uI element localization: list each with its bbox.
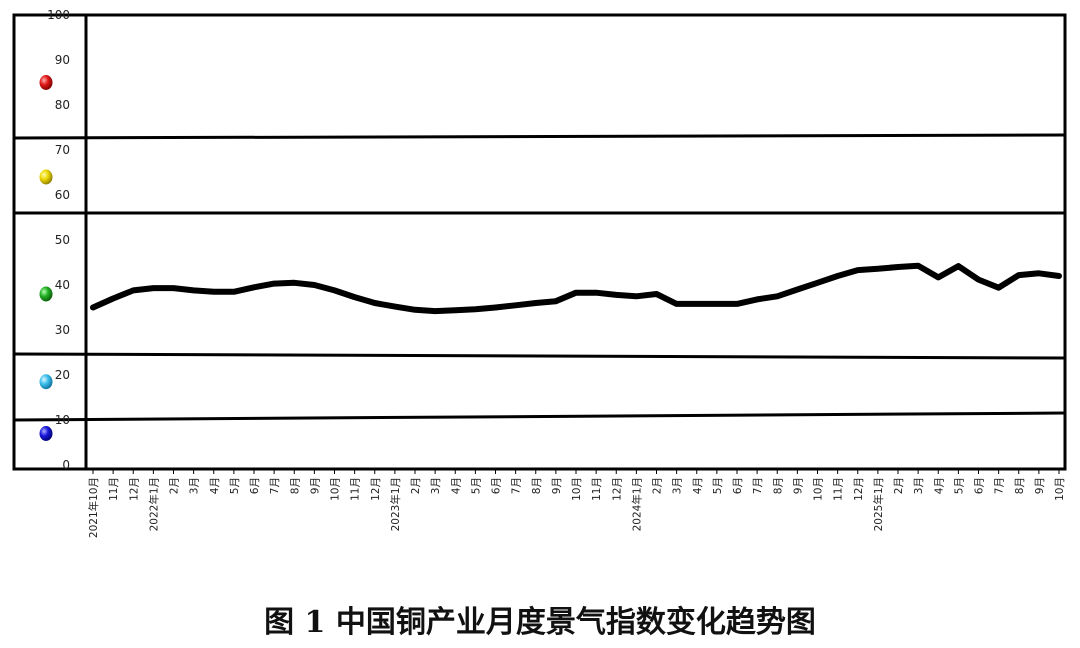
x-tick-label: 4月 <box>692 477 704 494</box>
x-tick-label: 7月 <box>269 477 281 494</box>
x-tick-label: 2月 <box>652 477 664 494</box>
y-tick-label: 60 <box>55 188 70 202</box>
x-tick-label: 9月 <box>551 477 563 494</box>
x-tick-label: 12月 <box>853 477 865 501</box>
x-tick-label: 11月 <box>108 477 120 501</box>
y-tick-label: 50 <box>55 233 70 247</box>
x-tick-label: 5月 <box>953 477 965 494</box>
x-tick-label: 10月 <box>330 477 342 501</box>
x-tick-label: 11月 <box>350 477 362 501</box>
zone-boundary-lightblue-blue <box>13 411 1066 422</box>
chart-frame <box>12 13 1067 471</box>
x-tick-label: 6月 <box>732 477 744 494</box>
y-tick-label: 40 <box>55 278 70 292</box>
x-tick-label: 2023年1月 <box>389 477 402 531</box>
zone-dot-green <box>39 286 53 302</box>
zone-boundary-green-lightblue <box>13 352 1066 360</box>
x-tick-label: 4月 <box>450 477 462 494</box>
x-tick-label: 4月 <box>933 477 945 494</box>
zone-dot-blue <box>39 426 53 441</box>
x-tick-label: 6月 <box>249 477 261 494</box>
x-tick-label: 11月 <box>833 477 845 501</box>
x-tick-label: 7月 <box>752 477 764 494</box>
x-tick-label: 3月 <box>189 477 201 494</box>
x-tick-label: 2025年1月 <box>872 477 885 531</box>
zone-dot-red <box>39 75 53 90</box>
x-tick-label: 8月 <box>772 477 784 494</box>
x-tick-label: 3月 <box>672 477 684 494</box>
figure-caption: 图 1 中国铜产业月度景气指数变化趋势图 <box>264 605 816 640</box>
x-tick-label: 3月 <box>913 477 925 494</box>
x-tick-label: 5月 <box>229 477 241 494</box>
y-tick-label: 10 <box>55 413 70 427</box>
series-line <box>90 262 1062 315</box>
x-tick-label: 8月 <box>289 477 301 494</box>
x-tick-label: 9月 <box>792 477 804 494</box>
x-tick-label: 4月 <box>209 477 221 494</box>
x-tick-label: 10月 <box>571 477 583 501</box>
y-tick-label: 20 <box>55 368 70 382</box>
y-tick-label: 70 <box>55 143 70 157</box>
y-tick-label: 80 <box>55 98 70 112</box>
zone-boundary-red-yellow <box>13 133 1066 140</box>
x-tick-label: 11月 <box>591 477 603 501</box>
zone-dot-light-blue <box>39 374 53 390</box>
y-tick-label: 100 <box>47 8 70 22</box>
zone-dot-yellow <box>39 169 53 185</box>
x-tick-label: 2022年1月 <box>147 477 160 531</box>
x-tick-label: 2月 <box>893 477 905 494</box>
x-tick-label: 12月 <box>611 477 623 501</box>
y-tick-label: 90 <box>55 53 70 67</box>
x-tick-label: 2月 <box>410 477 422 494</box>
x-tick-label: 10月 <box>813 477 825 501</box>
y-tick-label: 30 <box>55 323 70 337</box>
x-tick-label: 9月 <box>309 477 321 494</box>
x-tick-label: 5月 <box>470 477 482 494</box>
x-tick-label: 2024年1月 <box>630 477 643 531</box>
x-tick-label: 12月 <box>128 477 140 501</box>
x-tick-label: 12月 <box>370 477 382 501</box>
x-tick-label: 9月 <box>1034 477 1046 494</box>
x-tick-label: 6月 <box>974 477 986 494</box>
x-tick-label: 7月 <box>511 477 523 494</box>
x-tick-label: 7月 <box>994 477 1006 494</box>
x-tick-label: 2021年10月 <box>87 477 100 538</box>
y-tick-label: 0 <box>62 458 70 472</box>
x-tick-label: 2月 <box>169 477 181 494</box>
x-tick-label: 10月 <box>1054 477 1066 501</box>
x-tick-label: 6月 <box>491 477 503 494</box>
x-tick-label: 3月 <box>430 477 442 494</box>
x-tick-label: 8月 <box>531 477 543 494</box>
x-tick-label: 8月 <box>1014 477 1026 494</box>
x-tick-label: 5月 <box>712 477 724 494</box>
